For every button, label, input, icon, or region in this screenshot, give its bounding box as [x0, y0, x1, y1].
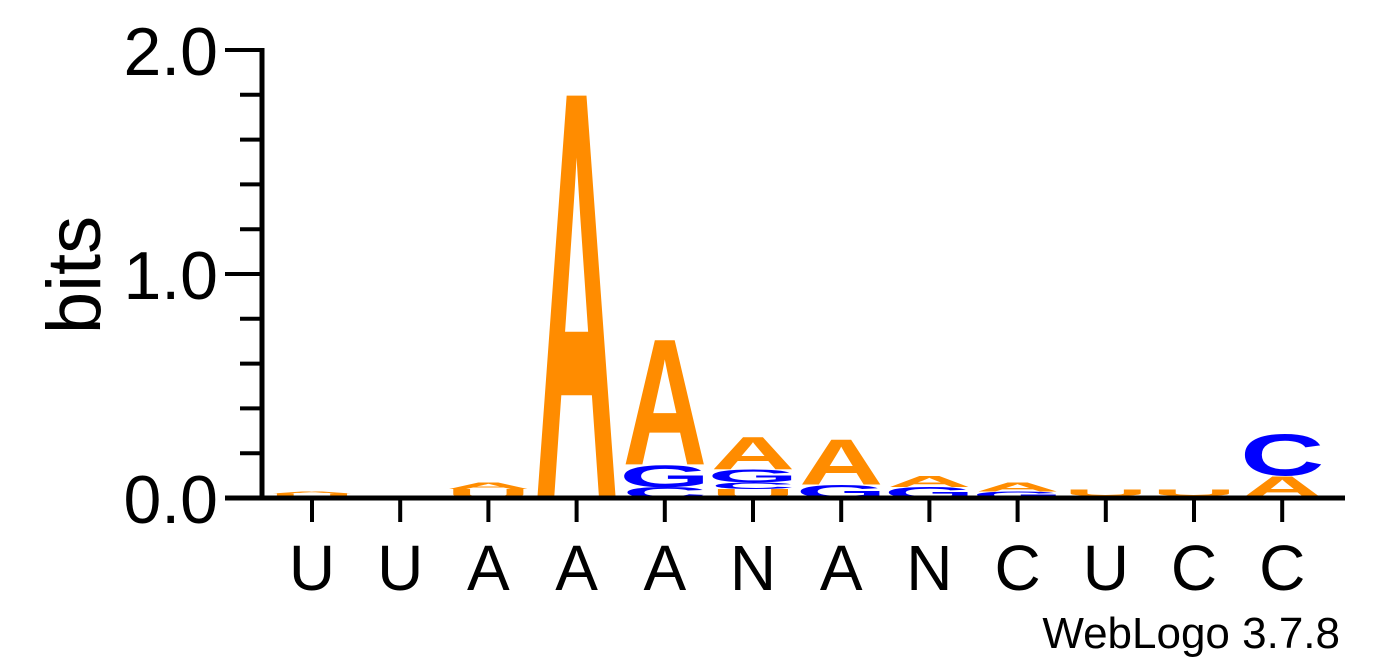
logo-letter: C [711, 481, 795, 491]
x-tick-label: A [820, 532, 863, 604]
logo-letter: G [619, 459, 710, 494]
y-tick-label: 1.0 [123, 238, 218, 314]
logo-letter: A [975, 480, 1059, 494]
logo-letter: A [711, 427, 795, 479]
x-tick-label: N [906, 532, 952, 604]
y-axis-ticks: 0.0 1.0 2.0 [123, 14, 262, 538]
x-tick-label: C [1259, 532, 1305, 604]
logo-letter: G [708, 465, 799, 486]
weblogo-footer: WebLogo 3.7.8 [1042, 609, 1340, 658]
logo-letter: A [799, 426, 883, 499]
x-tick-label: A [467, 532, 510, 604]
x-tick-label: N [730, 532, 776, 604]
logo-letter: U [1064, 487, 1148, 497]
y-tick-label: 0.0 [123, 462, 218, 538]
logo-letter: G [972, 490, 1063, 500]
logo-letter: A [270, 491, 354, 494]
logo-letter: A [446, 481, 530, 491]
logo-letter: A [623, 302, 707, 504]
x-tick-label: A [555, 532, 598, 604]
x-tick-label: U [289, 532, 335, 604]
x-tick-label: U [1083, 532, 1129, 604]
y-axis-label: bits [32, 216, 117, 334]
x-tick-label: C [994, 532, 1040, 604]
x-tick-label: C [1171, 532, 1217, 604]
logo-letter: U [1152, 487, 1236, 497]
logo-letter: C [1240, 422, 1324, 488]
x-tick-label: A [643, 532, 686, 604]
logo-letter: A [887, 473, 971, 490]
logo-letter: A [534, 0, 618, 623]
x-tick-label: U [377, 532, 423, 604]
logo-letters: UACUAACGAUCGAGAGAGACUCUAC [270, 0, 1324, 623]
y-tick-label: 2.0 [123, 14, 218, 90]
